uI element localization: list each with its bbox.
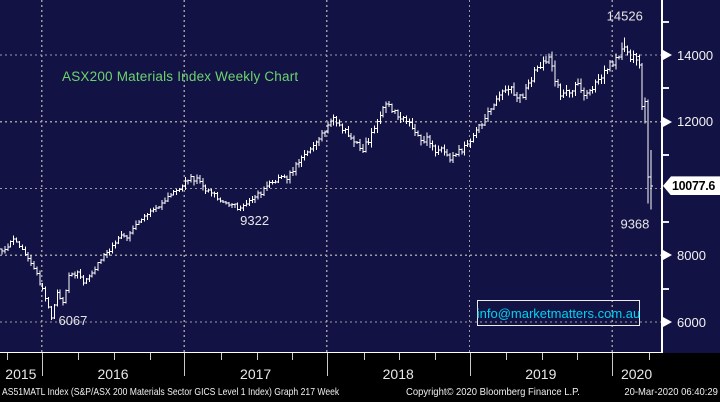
axis-arrow-icon bbox=[663, 317, 677, 327]
year-boundary-tick bbox=[326, 353, 328, 376]
axis-arrow-icon bbox=[663, 250, 677, 261]
y-axis-minor-tick bbox=[663, 287, 669, 290]
quarter-tick bbox=[292, 353, 294, 360]
price-chart-svg: 14526 9322 6067 9368 bbox=[0, 0, 661, 352]
x-axis-year-label: 2016 bbox=[97, 366, 129, 382]
quarter-tick bbox=[434, 353, 436, 360]
year-boundary-tick bbox=[612, 353, 614, 376]
axis-arrow-icon bbox=[663, 116, 677, 127]
quarter-tick bbox=[7, 353, 9, 360]
y-axis-gutter: 10077.6 14000 12000 8000 6000 bbox=[663, 0, 720, 353]
quarter-tick bbox=[256, 353, 258, 360]
x-axis-year-label: 2018 bbox=[382, 366, 414, 382]
price-annotation: 9322 bbox=[240, 213, 269, 228]
x-axis-year-label: 2017 bbox=[240, 366, 272, 382]
y-axis-label: 6000 bbox=[663, 314, 706, 330]
price-annotation: 6067 bbox=[58, 313, 87, 328]
price-annotation: 14526 bbox=[607, 8, 643, 23]
price-annotation: 9368 bbox=[620, 217, 649, 232]
quarter-tick bbox=[648, 353, 650, 360]
y-axis-minor-tick bbox=[663, 87, 669, 90]
ohlc-bars bbox=[0, 37, 653, 320]
quarter-tick bbox=[399, 353, 401, 360]
last-price-value: 10077.6 bbox=[672, 178, 716, 193]
y-axis-label: 8000 bbox=[663, 247, 706, 263]
quarter-tick bbox=[114, 353, 116, 360]
y-axis-label: 12000 bbox=[663, 114, 713, 130]
y-axis-label-text: 12000 bbox=[677, 114, 714, 130]
watermark-box: info@marketmatters.com.au bbox=[477, 300, 640, 326]
chart-title: ASX200 Materials Index Weekly Chart bbox=[62, 69, 299, 84]
y-axis-label-text: 6000 bbox=[677, 314, 706, 330]
quarter-tick bbox=[363, 353, 365, 360]
quarter-tick bbox=[220, 353, 222, 360]
y-axis-minor-tick bbox=[663, 20, 669, 23]
y-axis-label-text: 8000 bbox=[677, 247, 706, 263]
footer-copyright: Copyright© 2020 Bloomberg Finance L.P. bbox=[406, 386, 580, 398]
year-boundary-tick bbox=[41, 353, 43, 376]
quarter-tick bbox=[577, 353, 579, 360]
y-axis-label: 14000 bbox=[663, 47, 713, 63]
x-axis-strip: 2015 2016 2017 2018 2019 2020 bbox=[0, 353, 720, 402]
footer-ticker-description: AS51MATL Index (S&P/ASX 200 Materials Se… bbox=[2, 386, 340, 398]
year-boundary-tick bbox=[184, 353, 186, 376]
quarter-tick bbox=[541, 353, 543, 360]
plot-area: 14526 9322 6067 9368 ASX200 Materials Index… bbox=[0, 0, 663, 353]
y-axis-minor-tick bbox=[663, 220, 669, 223]
year-boundary-tick bbox=[469, 353, 471, 376]
x-axis-year-label: 2015 bbox=[5, 366, 37, 382]
quarter-tick bbox=[149, 353, 151, 360]
last-price-tag: 10077.6 bbox=[663, 176, 720, 196]
footer-datetime: 20-Mar-2020 06:40:29 bbox=[624, 386, 718, 398]
quarter-tick bbox=[78, 353, 80, 360]
x-axis-year-label: 2020 bbox=[620, 366, 653, 382]
y-axis-minor-tick bbox=[663, 154, 669, 157]
quarter-tick bbox=[506, 353, 508, 360]
x-axis-year-label: 2019 bbox=[525, 366, 557, 382]
y-axis-label-text: 14000 bbox=[677, 47, 714, 63]
watermark-email: info@marketmatters.com.au bbox=[476, 305, 641, 321]
axis-arrow-icon bbox=[663, 50, 677, 60]
footer-bar: AS51MATL Index (S&P/ASX 200 Materials Se… bbox=[0, 385, 720, 400]
